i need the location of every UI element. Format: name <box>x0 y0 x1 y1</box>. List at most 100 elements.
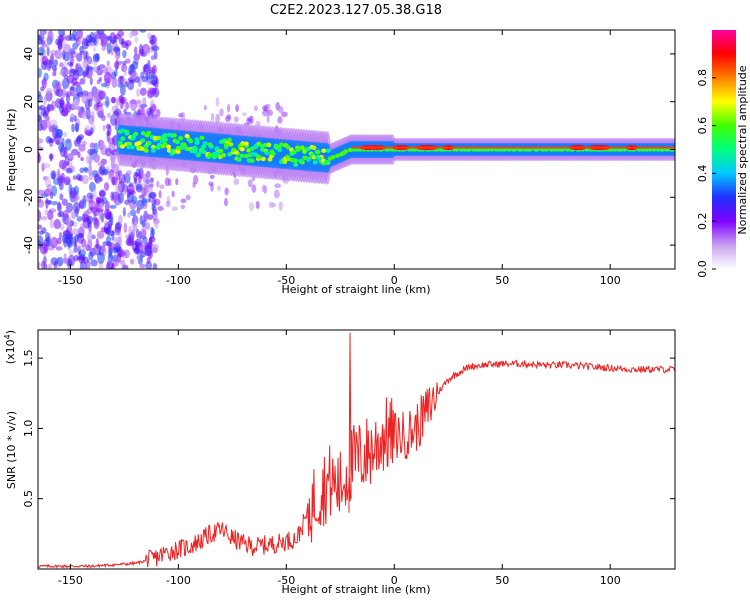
spectrogram-noise-cell <box>98 77 103 82</box>
x-tick-label: -150 <box>58 274 83 287</box>
y-tick-label: 1.5 <box>22 349 35 367</box>
spectrogram-noise-cell <box>138 231 142 239</box>
spectrogram-noise-cell <box>49 219 55 229</box>
spectrogram-signal-cell <box>293 162 299 167</box>
spectrogram-signal-cell <box>202 141 208 146</box>
spectrogram-noise-cell <box>175 178 179 186</box>
spectrogram-noise-cell <box>233 178 240 185</box>
spectrogram-noise-cell <box>38 106 43 111</box>
spectrogram-signal-cell <box>175 145 181 151</box>
spectrogram-noise-cell <box>147 178 154 188</box>
spectrogram-noise-cell <box>53 83 58 94</box>
spectrogram-noise-cell <box>100 226 108 233</box>
spectrogram-noise-cell <box>251 184 257 193</box>
spectrogram-noise-cell <box>51 64 58 72</box>
spectrogram-noise-cell <box>255 200 260 210</box>
spectrogram-noise-cell <box>41 77 47 89</box>
spectrogram-noise-cell <box>70 113 75 123</box>
spectrogram-noise-cell <box>89 77 93 86</box>
spectrogram-noise-cell <box>52 71 57 77</box>
spectrogram-noise-cell <box>153 198 161 206</box>
spectrogram-noise-cell <box>111 176 118 186</box>
spectrogram-noise-cell <box>150 55 155 61</box>
spectrogram-signal-cell <box>260 156 266 162</box>
spectrogram-signal-cell <box>267 157 273 162</box>
x-tick-label: 100 <box>600 274 621 287</box>
spectrogram-noise-cell <box>74 37 79 42</box>
spectrogram-signal-cell <box>305 157 311 162</box>
spectrogram-signal-cell <box>150 144 156 150</box>
spectrogram-noise-cell <box>41 193 48 198</box>
colorbar-ticks: 0.0 0.2 0.4 0.6 0.8 <box>696 69 716 278</box>
spectrogram-noise-cell <box>155 109 161 118</box>
spectrogram-noise-cell <box>267 109 273 116</box>
spectrogram-noise-cell <box>146 256 151 264</box>
spectrogram-noise-cell <box>72 70 80 81</box>
spectrogram-signal-cell <box>199 135 205 141</box>
spectrogram-noise-cell <box>124 81 129 88</box>
spectrogram-noise-cell <box>96 230 105 239</box>
spectrogram-signal-cell <box>311 145 317 151</box>
spectrogram-noise-cell <box>110 157 116 167</box>
spectrogram-noise-cell <box>123 265 127 269</box>
spectrogram-signal-cell <box>218 148 224 154</box>
spectrogram-noise-cell <box>192 181 196 188</box>
spectrogram-noise-cell <box>45 236 52 247</box>
spectrogram-noise-cell <box>63 146 68 159</box>
spectrogram-noise-cell <box>72 201 80 214</box>
spectrogram-signal-cell <box>162 141 168 147</box>
spectrogram-noise-cell <box>242 112 247 117</box>
spectrogram-signal-cell <box>315 149 321 155</box>
spectrogram-signal-cell <box>334 153 340 158</box>
spectrogram-noise-cell <box>105 147 112 157</box>
colorbar-tick-label: 0.4 <box>696 165 709 183</box>
y-tick-label: 20 <box>22 95 35 109</box>
spectrogram-signal-cell <box>298 158 304 164</box>
spectrogram-noise-cell <box>125 58 131 64</box>
spectrogram-signal-cell <box>312 160 318 165</box>
spectrogram-signal-cell <box>214 146 220 151</box>
spectrogram-noise-cell <box>46 184 53 193</box>
spectrogram-noise-cell <box>71 148 79 156</box>
spectrogram-noise-cell <box>77 232 85 244</box>
spectrogram-noise-cell <box>91 111 95 123</box>
spectrogram-noise-cell <box>128 103 135 109</box>
spectrogram-noise-cell <box>50 236 58 249</box>
spectrogram-noise-cell <box>171 190 175 198</box>
spectrogram-noise-cell <box>87 231 93 243</box>
spectrogram-noise-cell <box>127 212 131 219</box>
spectrogram-noise-cell <box>117 83 125 88</box>
spectrogram-noise-cell <box>255 120 261 127</box>
spectrogram-noise-cell <box>103 220 109 228</box>
spectrogram-noise-cell <box>94 217 99 226</box>
spectrogram-signal-cell <box>139 146 145 152</box>
spectrogram-noise-cell <box>61 233 68 244</box>
spectrogram-noise-cell <box>100 82 108 88</box>
spectrogram-noise-cell <box>132 60 139 70</box>
spectrogram-noise-cell <box>101 44 106 52</box>
spectrogram-noise-cell <box>66 224 73 235</box>
spectrogram-noise-cell <box>151 45 160 52</box>
colorbar-gradient-rect <box>712 30 736 269</box>
spectrogram-noise-cell <box>87 148 96 155</box>
spectrogram-noise-cell <box>69 86 76 91</box>
spectrogram-signal-cell <box>162 133 168 138</box>
spectrogram-noise-cell <box>100 114 106 122</box>
spectrogram-noise-cell <box>108 259 112 269</box>
spectrogram-noise-cell <box>58 142 65 153</box>
spectrogram-signal-cell <box>143 148 149 153</box>
spectrogram-noise-cell <box>122 207 126 217</box>
spectrogram-noise-cell <box>274 183 282 189</box>
spectrogram-noise-cell <box>51 123 56 134</box>
spectrogram-noise-cell <box>88 164 93 177</box>
spectrogram-noise-cell <box>81 38 90 50</box>
spectrogram-noise-cell <box>71 211 77 220</box>
spectrogram-signal-cell <box>302 155 308 161</box>
spectrogram-noise-cell <box>115 221 122 230</box>
spectrogram-noise-cell <box>44 208 49 216</box>
spectrogram-noise-cell <box>66 216 73 228</box>
spectrogram-noise-cell <box>38 209 42 222</box>
spectrogram-signal-cell <box>155 145 161 150</box>
spectrogram-noise-cell <box>74 98 80 109</box>
spectrogram-noise-cell <box>49 138 55 144</box>
